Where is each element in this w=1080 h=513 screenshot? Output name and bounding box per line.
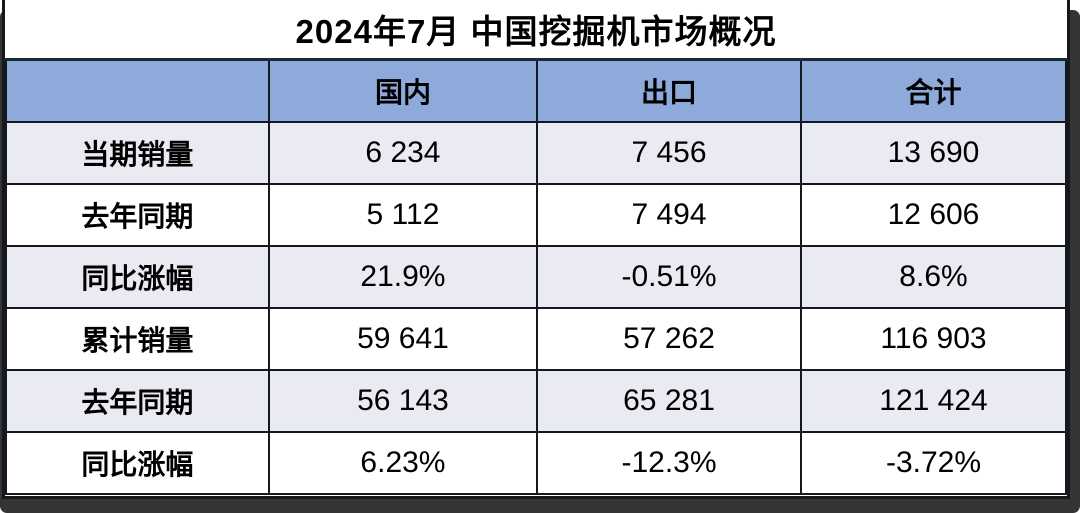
cell-export: 7 456 xyxy=(536,121,802,185)
cell-domestic: 56 143 xyxy=(267,369,539,433)
cell-export: -0.51% xyxy=(536,245,802,309)
row-label: 同比涨幅 xyxy=(5,431,270,495)
header-row: 国内 出口 合计 xyxy=(5,58,1067,123)
cell-export: -12.3% xyxy=(536,431,802,495)
cell-domestic: 6 234 xyxy=(267,121,539,185)
excavator-market-table: 国内 出口 合计 当期销量 6 234 7 456 13 690 去年同期 5 … xyxy=(5,58,1067,495)
cell-total: -3.72% xyxy=(799,431,1067,495)
header-cell-blank xyxy=(5,58,270,123)
cell-domestic: 6.23% xyxy=(267,431,539,495)
table-row-last-year-cumulative: 去年同期 56 143 65 281 121 424 xyxy=(5,369,1067,433)
header-cell-domestic: 国内 xyxy=(267,58,539,123)
row-label: 累计销量 xyxy=(5,307,270,371)
row-label: 同比涨幅 xyxy=(5,245,270,309)
cell-domestic: 5 112 xyxy=(267,183,539,247)
table-row-cumulative-sales: 累计销量 59 641 57 262 116 903 xyxy=(5,307,1067,371)
table-row-last-year-month: 去年同期 5 112 7 494 12 606 xyxy=(5,183,1067,247)
row-label: 去年同期 xyxy=(5,369,270,433)
table-row-current-sales: 当期销量 6 234 7 456 13 690 xyxy=(5,121,1067,185)
cell-total: 116 903 xyxy=(799,307,1067,371)
header-cell-export: 出口 xyxy=(536,58,802,123)
row-label: 去年同期 xyxy=(5,183,270,247)
cell-total: 13 690 xyxy=(799,121,1067,185)
table-row-yoy-cumulative: 同比涨幅 6.23% -12.3% -3.72% xyxy=(5,431,1067,495)
cell-export: 7 494 xyxy=(536,183,802,247)
cell-export: 65 281 xyxy=(536,369,802,433)
cell-domestic: 21.9% xyxy=(267,245,539,309)
cell-total: 12 606 xyxy=(799,183,1067,247)
table-row-yoy-month: 同比涨幅 21.9% -0.51% 8.6% xyxy=(5,245,1067,309)
table-title: 2024年7月 中国挖掘机市场概况 xyxy=(295,13,777,50)
cell-total: 121 424 xyxy=(799,369,1067,433)
cell-total: 8.6% xyxy=(799,245,1067,309)
cell-domestic: 59 641 xyxy=(267,307,539,371)
header-cell-total: 合计 xyxy=(799,58,1067,123)
market-table-card: 2024年7月 中国挖掘机市场概况 国内 出口 合计 当期销量 6 2 xyxy=(2,0,1070,499)
cell-export: 57 262 xyxy=(536,307,802,371)
row-label: 当期销量 xyxy=(5,121,270,185)
